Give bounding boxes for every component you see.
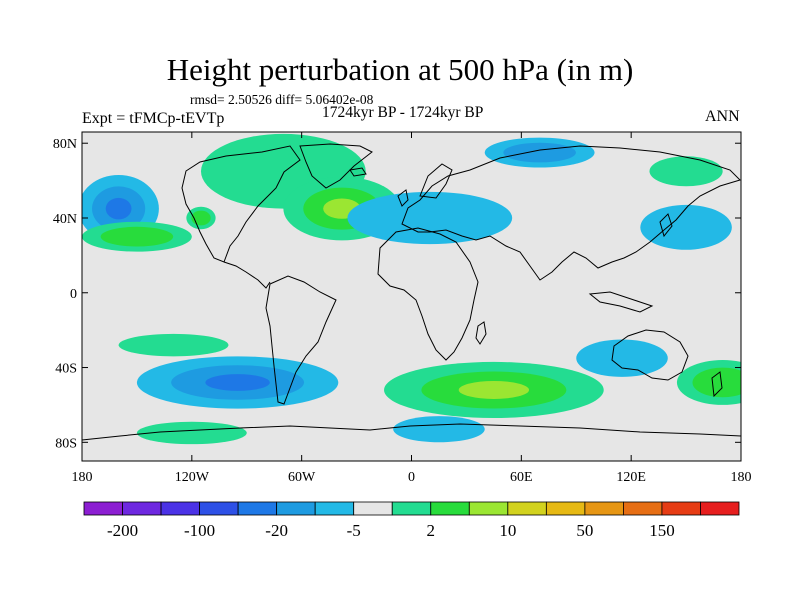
experiment-label: Expt = tFMCp-tEVTp — [82, 110, 225, 127]
negative-anomaly-5-level-1 — [347, 191, 513, 245]
lon-tick-label: 180 — [72, 470, 93, 485]
colorbar-box-3 — [199, 501, 239, 516]
anomaly-field — [82, 133, 741, 445]
colorbar-box-13 — [584, 501, 624, 516]
colorbar-box-8 — [391, 501, 432, 516]
colorbar-box-10 — [468, 501, 509, 516]
lat-tick-label: 80N — [53, 137, 77, 152]
colorbar-label: 150 — [649, 521, 675, 540]
colorbar-label: 2 — [427, 521, 436, 540]
positive-anomaly-9-level-1 — [118, 333, 229, 357]
colorbar-label: -20 — [265, 521, 288, 540]
negative-anomaly-10-level-3 — [205, 374, 270, 391]
positive-anomaly-1-level-2 — [191, 210, 211, 226]
negative-anomaly-0-level-3 — [105, 197, 132, 220]
colorbar-box-14 — [623, 501, 663, 516]
positive-anomaly-14-level-1 — [136, 421, 247, 445]
lat-tick-label: 0 — [70, 287, 77, 302]
axis-ticks: 80N 40N 0 40S 80S 180 120W 60W 0 60E 120E 180 — [53, 132, 752, 485]
coastlines — [82, 143, 741, 441]
negative-anomaly-6-level-2 — [503, 142, 576, 163]
colorbar-box-0 — [83, 501, 123, 516]
colorbar-label: -200 — [107, 521, 138, 540]
colorbar-label: 50 — [576, 521, 593, 540]
colorbar-label: -100 — [184, 521, 215, 540]
positive-anomaly-13-level-2 — [692, 367, 741, 398]
stats-line: rmsd= 2.50526 diff= 5.06402e-08 — [190, 92, 374, 107]
negative-anomaly-12-level-1 — [576, 339, 668, 377]
negative-anomaly-8-level-1 — [640, 204, 732, 250]
negative-anomaly-15-level-1 — [393, 416, 485, 443]
positive-anomaly-7-level-1 — [649, 156, 723, 187]
colorbar-box-7 — [353, 501, 393, 516]
colorbar-box-16 — [700, 501, 740, 516]
lon-tick-label: 180 — [731, 470, 752, 485]
lon-tick-label: 60W — [288, 470, 316, 485]
positive-anomaly-11-level-3 — [458, 380, 530, 399]
lon-tick-label: 60E — [510, 470, 533, 485]
colorbar-box-5 — [276, 501, 316, 516]
lat-tick-label: 80S — [55, 436, 77, 451]
colorbar: -200 -100 -20 -5 2 10 50 150 — [83, 501, 740, 540]
lon-tick-label: 0 — [408, 470, 415, 485]
positive-anomaly-2-level-2 — [100, 226, 174, 247]
period-label: 1724kyr BP - 1724kyr BP — [322, 104, 484, 121]
colorbar-box-12 — [545, 501, 586, 516]
lon-tick-label: 120W — [175, 470, 210, 485]
colorbar-box-4 — [237, 501, 278, 516]
colorbar-box-9 — [430, 501, 470, 516]
colorbar-label: -5 — [347, 521, 361, 540]
colorbar-box-1 — [122, 501, 162, 516]
colorbar-label: 10 — [499, 521, 516, 540]
colorbar-box-11 — [507, 501, 547, 516]
season-label: ANN — [705, 108, 740, 125]
colorbar-box-2 — [160, 501, 200, 516]
colorbar-box-15 — [661, 501, 701, 516]
plot-title: Height perturbation at 500 hPa (in m) — [166, 52, 634, 87]
lat-tick-label: 40N — [53, 212, 77, 227]
colorbar-box-6 — [314, 501, 355, 516]
lon-tick-label: 120E — [616, 470, 646, 485]
lat-tick-label: 40S — [55, 362, 77, 377]
